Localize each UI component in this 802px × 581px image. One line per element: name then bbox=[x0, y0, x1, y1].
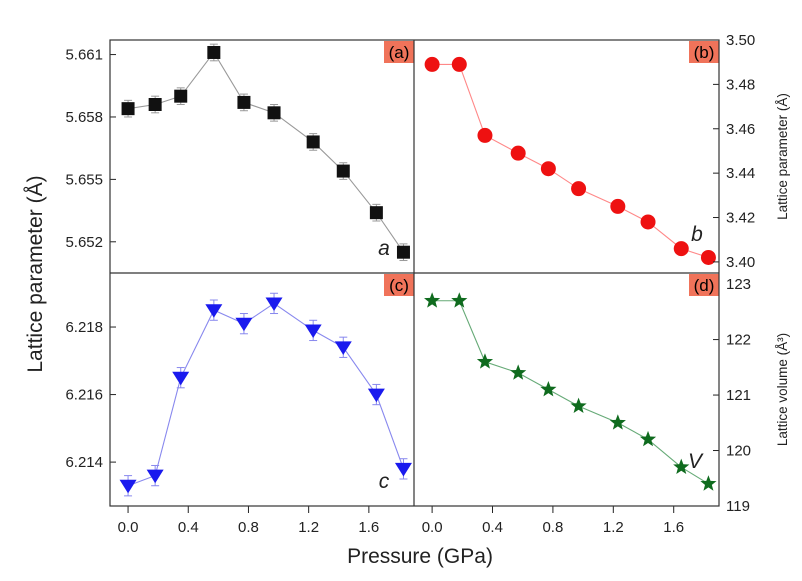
data-point-d bbox=[424, 292, 441, 308]
frame-layer: 0.0 0.4 0.8 1.2 1.6 0.0 0.4 0.8 1.2 1.6 bbox=[109, 39, 720, 536]
x-tick-label: 0.4 bbox=[178, 519, 199, 536]
panel-tag-box-d bbox=[689, 274, 719, 296]
series-line-c bbox=[127, 302, 404, 487]
data-point-c bbox=[334, 341, 352, 355]
x-tick-label: 0.8 bbox=[542, 519, 563, 536]
data-point-d bbox=[639, 430, 657, 447]
panel-a: 5.652 5.655 5.658 5.661 (a) a bbox=[65, 41, 414, 262]
y-tick-label-b: 3.40 bbox=[726, 254, 755, 271]
data-point-b bbox=[673, 241, 689, 257]
data-point-a bbox=[207, 45, 221, 59]
data-point-c bbox=[304, 324, 322, 339]
y-tick-label-a: 5.661 bbox=[65, 47, 103, 64]
data-point-a bbox=[396, 245, 410, 259]
panel-c: 6.214 6.216 6.218 (c) c bbox=[65, 274, 414, 497]
panel-tag-box-b bbox=[689, 41, 719, 63]
panel-tag-a: (a) bbox=[389, 43, 410, 62]
y-tick-label-b: 3.44 bbox=[726, 165, 755, 182]
data-point-c bbox=[205, 304, 223, 318]
data-point-a bbox=[148, 97, 162, 111]
variable-label-c: c bbox=[379, 470, 390, 493]
data-point-c bbox=[265, 297, 283, 312]
data-point-c bbox=[146, 469, 164, 484]
y-tick-label-d: 119 bbox=[726, 498, 750, 515]
data-point-d bbox=[451, 292, 468, 308]
panel-tag-box-c bbox=[384, 274, 414, 296]
data-point-b bbox=[610, 198, 626, 214]
data-point-b bbox=[510, 145, 526, 161]
x-tick-label: 1.2 bbox=[298, 519, 319, 536]
data-point-c bbox=[172, 371, 190, 386]
y-axis-title: Lattice parameter (Å) bbox=[24, 175, 47, 372]
y-tick-label-a: 5.658 bbox=[65, 109, 103, 126]
y-tick-label-c: 6.218 bbox=[65, 319, 103, 336]
y-tick-label-b: 3.42 bbox=[726, 210, 755, 227]
y-tick-label-c: 6.216 bbox=[65, 387, 103, 404]
panel-d: 119 120 121 122 123 (d) V Lattice volume (Å³) bbox=[424, 274, 790, 515]
data-point-a bbox=[336, 164, 350, 178]
data-point-d bbox=[700, 475, 717, 491]
x-tick-label: 0.8 bbox=[238, 519, 259, 536]
data-point-a bbox=[237, 95, 251, 109]
y-tick-label-d: 120 bbox=[726, 443, 751, 460]
data-point-d bbox=[476, 353, 494, 369]
x-tick-label: 0.4 bbox=[482, 519, 503, 536]
series-line-d bbox=[432, 300, 709, 485]
panel-tag-box-a bbox=[384, 41, 414, 63]
panel-tag-b: (b) bbox=[694, 43, 715, 62]
x-tick-label: 1.6 bbox=[358, 519, 379, 536]
series-line-b bbox=[432, 63, 709, 258]
data-point-b bbox=[540, 161, 556, 177]
data-point-b bbox=[700, 249, 716, 265]
panel-tag-c: (c) bbox=[389, 276, 409, 295]
data-point-d bbox=[540, 381, 557, 397]
x-tick-label: 1.6 bbox=[663, 519, 684, 536]
y-tick-label-b: 3.50 bbox=[726, 32, 755, 49]
y-tick-label-c: 6.214 bbox=[65, 454, 103, 471]
data-point-d bbox=[510, 364, 527, 380]
variable-label-b: b bbox=[691, 223, 703, 246]
right-axis-title-d: Lattice volume (Å³) bbox=[775, 333, 790, 446]
data-point-a bbox=[267, 106, 281, 120]
variable-label-d: V bbox=[688, 450, 704, 473]
data-point-d bbox=[570, 397, 587, 414]
data-point-c bbox=[235, 317, 253, 332]
data-point-a bbox=[174, 89, 188, 103]
data-point-d bbox=[673, 458, 690, 475]
data-point-b bbox=[424, 56, 440, 72]
data-point-b bbox=[477, 127, 493, 143]
x-tick-label: 1.2 bbox=[603, 519, 624, 536]
y-tick-label-b: 3.48 bbox=[726, 76, 755, 93]
data-point-d bbox=[609, 414, 626, 430]
y-tick-label-a: 5.652 bbox=[65, 234, 103, 251]
panel-tag-d: (d) bbox=[694, 276, 715, 295]
x-tick-label: 0.0 bbox=[118, 519, 139, 536]
variable-label-a: a bbox=[378, 237, 390, 260]
data-point-c bbox=[394, 462, 412, 477]
right-axis-title-b: Lattice parameter (Å) bbox=[775, 93, 790, 220]
y-tick-label-d: 121 bbox=[726, 387, 751, 404]
panel-b: 3.40 3.42 3.44 3.46 3.48 3.50 (b) b Lattice para… bbox=[424, 32, 790, 271]
y-tick-label-a: 5.655 bbox=[65, 171, 103, 188]
data-point-b bbox=[451, 56, 467, 72]
data-point-a bbox=[121, 102, 135, 116]
y-tick-label-b: 3.46 bbox=[726, 121, 755, 138]
panels-layer: 5.652 5.655 5.658 5.661 (a) a 3.40 3.42 3.44 3.46… bbox=[65, 32, 790, 515]
x-tick-label: 0.0 bbox=[422, 519, 443, 536]
data-point-a bbox=[306, 135, 320, 149]
y-tick-label-d: 123 bbox=[726, 276, 751, 293]
x-axis-title: Pressure (GPa) bbox=[347, 545, 493, 568]
y-tick-label-d: 122 bbox=[726, 332, 751, 349]
data-point-b bbox=[571, 181, 587, 197]
series-line-a bbox=[127, 51, 404, 253]
data-point-b bbox=[640, 214, 656, 230]
data-point-a bbox=[369, 206, 383, 220]
data-point-c bbox=[367, 388, 385, 403]
data-point-c bbox=[119, 479, 137, 494]
